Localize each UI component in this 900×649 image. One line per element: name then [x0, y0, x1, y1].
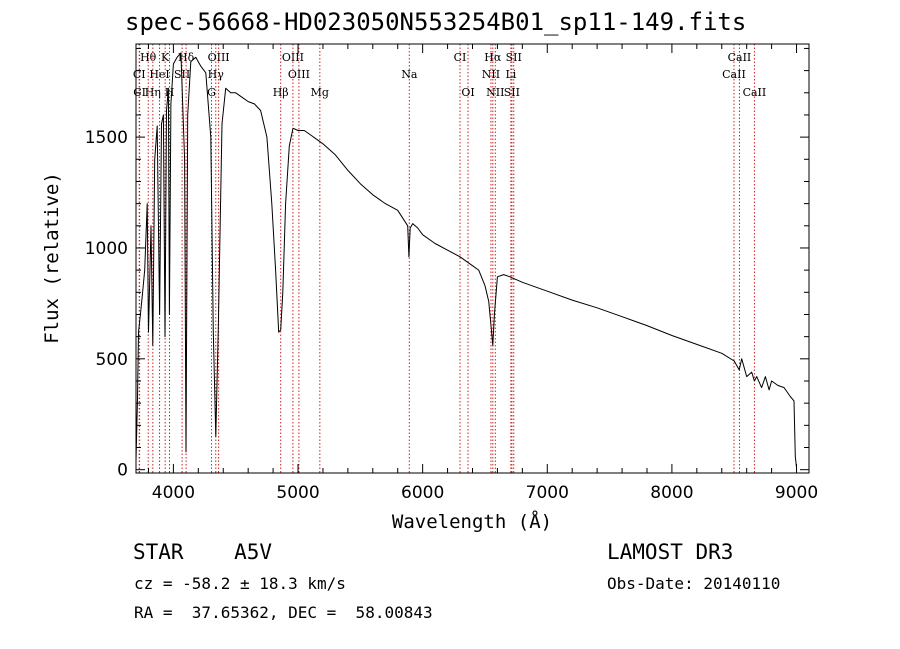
obs-date: Obs-Date: 20140110 [607, 574, 781, 593]
redshift-info: cz = -58.2 ± 18.3 km/s [134, 574, 346, 593]
y-axis: 0 500 1000 1500 [85, 47, 809, 481]
line-marker-label: OI [461, 86, 474, 99]
coordinates: RA = 37.65362, DEC = 58.00843 [134, 603, 433, 622]
y-tick-label: 500 [96, 350, 128, 370]
y-axis-label: Flux (relative) [41, 172, 63, 344]
x-tick-label: 7000 [526, 483, 569, 503]
line-marker-label: CaII [722, 68, 746, 81]
object-class: STAR A5V [133, 540, 273, 564]
x-tick-label: 5000 [276, 483, 319, 503]
line-marker-label: K [161, 51, 170, 64]
y-tick-label: 1500 [85, 128, 128, 148]
line-marker-label: Hθ [140, 51, 157, 64]
line-marker-label: CI [133, 68, 146, 81]
line-marker-label: Hα [484, 51, 502, 64]
line-marker-label: Hη [145, 86, 161, 99]
line-marker-label: HeI [149, 68, 169, 81]
line-marker-label: NII [482, 68, 500, 81]
line-marker-label: CaII [728, 51, 752, 64]
line-marker-label: OIII [208, 51, 230, 64]
line-marker-label: Na [401, 68, 418, 81]
x-tick-label: 6000 [401, 483, 444, 503]
survey-name: LAMOST DR3 [607, 540, 734, 564]
line-marker-label: CI [454, 51, 467, 64]
x-axis: 4000 5000 6000 7000 8000 9000 [147, 44, 818, 503]
line-marker-label: Mg [311, 86, 329, 99]
line-marker-label: OIII [282, 51, 304, 64]
x-tick-label: 9000 [775, 483, 818, 503]
line-marker-label: OIII [288, 68, 310, 81]
x-axis-label: Wavelength (Å) [392, 510, 552, 533]
plot-frame [135, 43, 810, 474]
x-tick-label: 8000 [650, 483, 693, 503]
line-marker-label: Hγ [208, 68, 225, 81]
line-marker-label: SII [506, 51, 522, 64]
line-marker-label: SII [504, 86, 520, 99]
line-marker-label: Hβ [273, 86, 289, 99]
spectrum-line [135, 52, 797, 468]
y-tick-label: 0 [117, 461, 128, 481]
line-marker-label: NII [486, 86, 504, 99]
line-marker-label: Hδ [178, 51, 195, 64]
line-marker-label: H [165, 86, 175, 99]
line-markers [138, 44, 755, 473]
line-marker-label: G [207, 86, 216, 99]
y-tick-label: 1000 [85, 239, 128, 259]
x-tick-label: 4000 [152, 483, 195, 503]
chart-title: spec-56668-HD023050N553254B01_sp11-149.f… [125, 8, 747, 36]
line-marker-label: CaII [743, 86, 767, 99]
line-marker-label: Li [505, 68, 516, 81]
